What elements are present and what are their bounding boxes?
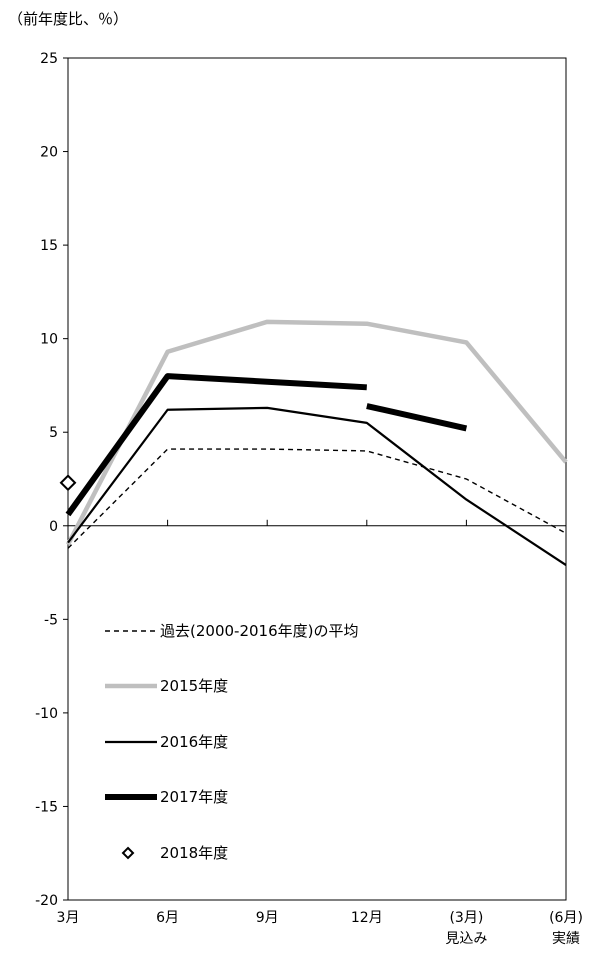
legend-symbol-2018: [123, 848, 133, 858]
y-tick-label: 10: [40, 332, 58, 348]
y-tick-label: -10: [35, 706, 58, 722]
x-tick-label: (3月): [449, 910, 483, 926]
legend-label: 過去(2000-2016年度)の平均: [160, 622, 358, 640]
series-line-dashed-seg0: [68, 449, 566, 548]
y-tick-label: 15: [40, 238, 58, 254]
series-layer: [61, 322, 566, 565]
y-tick-label: 25: [40, 51, 58, 67]
legend-label: 2018年度: [160, 844, 228, 862]
y-tick-label: 20: [40, 145, 58, 161]
x-tick-sublabel: 見込み: [445, 931, 487, 947]
series-line-thick-seg0: [68, 322, 566, 545]
y-tick-label: -20: [35, 893, 58, 909]
series-marker-2018: [61, 476, 75, 490]
series-line-thin-seg0: [68, 408, 566, 565]
legend-label: 2016年度: [160, 733, 228, 751]
x-tick-label: 12月: [351, 910, 383, 926]
plot-area: [68, 58, 566, 900]
y-tick-label: -5: [44, 612, 58, 628]
x-tick-sublabel: 実績: [552, 931, 580, 947]
y-tick-label: 5: [49, 425, 58, 441]
x-tick-label: 3月: [57, 910, 80, 926]
legend-label: 2017年度: [160, 788, 228, 806]
y-tick-label: 0: [49, 519, 58, 535]
series-line-heavy-seg1: [367, 406, 467, 428]
legend-label: 2015年度: [160, 677, 228, 695]
x-tick-label: 6月: [156, 910, 179, 926]
x-tick-label: (6月): [549, 910, 583, 926]
legend: 過去(2000-2016年度)の平均 2015年度 2016年度 2017年度 2018…: [105, 622, 358, 862]
series-line-heavy-seg0: [68, 376, 367, 514]
y-tick-label: -15: [35, 799, 58, 815]
x-tick-label: 9月: [256, 910, 279, 926]
plot-frame: [68, 58, 566, 900]
x-axis-ticks: 3月 6月 9月 12月 (3月) 見込み (6月) 実績: [57, 520, 583, 947]
